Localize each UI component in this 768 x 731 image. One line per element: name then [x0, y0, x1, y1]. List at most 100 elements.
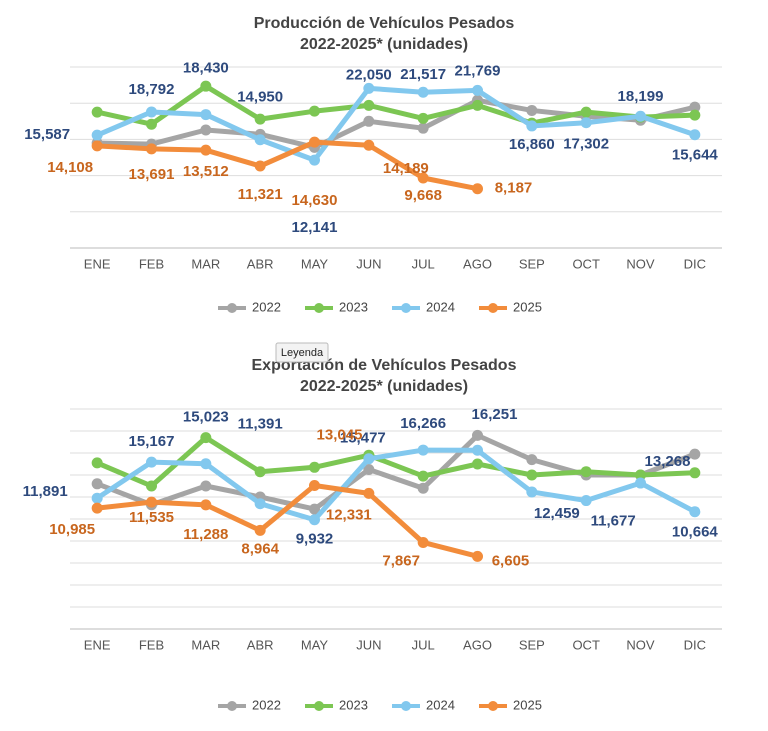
tooltip-box [275, 342, 329, 363]
data-label: 9,668 [404, 187, 442, 204]
legend-label: 2025 [513, 299, 542, 314]
x-tick-label: FEB [139, 637, 164, 652]
x-tick-label: DIC [684, 637, 706, 652]
point [472, 429, 483, 441]
data-label: 16,251 [472, 406, 518, 423]
point [200, 124, 212, 136]
point [309, 461, 320, 473]
legend-label: 2022 [252, 697, 281, 712]
data-label: 12,331 [326, 506, 372, 523]
data-label: 10,985 [49, 521, 95, 538]
data-label: 8,964 [241, 540, 279, 557]
data-label: 13,045 [317, 426, 363, 443]
point [580, 106, 592, 118]
point [689, 467, 701, 479]
point [363, 487, 375, 499]
series-line [94, 447, 698, 523]
point [635, 469, 646, 481]
x-tick-label: SEP [519, 256, 545, 271]
point [417, 470, 429, 482]
point [689, 448, 701, 460]
point [472, 444, 483, 456]
data-label: 11,891 [23, 483, 68, 500]
data-label: 17,302 [563, 136, 609, 153]
point [200, 109, 212, 121]
point [689, 101, 701, 113]
point [146, 496, 157, 508]
x-tick-label: SEP [519, 637, 545, 652]
point [200, 432, 212, 444]
point [580, 495, 592, 507]
data-label: 21,769 [455, 62, 501, 79]
data-label: 21,517 [400, 66, 446, 83]
legend-marker [227, 303, 237, 313]
series-line [94, 85, 698, 163]
point [254, 113, 266, 125]
point [146, 118, 157, 130]
point [363, 99, 375, 111]
data-label: 12,459 [534, 505, 580, 522]
data-label: 15,477 [340, 430, 386, 447]
legend-marker [314, 701, 324, 711]
point [417, 112, 429, 124]
point [526, 486, 538, 498]
point [254, 524, 266, 536]
data-label: 12,141 [292, 219, 338, 236]
data-label: 15,587 [24, 126, 70, 143]
data-label: 9,932 [296, 531, 334, 548]
point [417, 86, 429, 98]
point [91, 106, 103, 118]
x-tick-label: JUL [412, 637, 435, 652]
x-tick-label: MAY [301, 637, 329, 652]
data-label: 15,167 [129, 433, 175, 450]
data-label: 8,187 [495, 180, 533, 197]
point [91, 457, 103, 469]
legend-marker [227, 701, 237, 711]
data-label: 10,664 [672, 524, 719, 541]
data-label: 11,535 [129, 509, 174, 526]
data-label: 16,266 [400, 415, 446, 432]
data-label: 18,430 [183, 60, 229, 77]
point [635, 110, 646, 122]
x-tick-label: MAR [191, 256, 220, 271]
point [200, 499, 212, 511]
point [200, 458, 212, 470]
x-tick-label: AGO [463, 256, 492, 271]
point [309, 105, 320, 117]
legend-label: 2024 [426, 697, 455, 712]
point [635, 477, 646, 489]
point [472, 84, 483, 96]
point [146, 106, 157, 118]
point [254, 160, 266, 172]
x-tick-label: MAR [191, 637, 220, 652]
point [363, 115, 375, 127]
point [91, 140, 103, 152]
data-label: 22,050 [346, 66, 392, 83]
data-label: 14,108 [47, 159, 93, 176]
x-tick-label: JUN [356, 637, 381, 652]
x-tick-label: NOV [626, 256, 655, 271]
point [91, 502, 103, 514]
point [580, 466, 592, 478]
point [91, 478, 103, 490]
point [146, 480, 157, 492]
data-label: 13,268 [645, 453, 691, 470]
chart-title: Producción de Vehículos Pesados [254, 15, 515, 32]
point [363, 139, 375, 151]
series-line [94, 432, 698, 512]
point [417, 122, 429, 134]
point [146, 143, 157, 155]
point [417, 482, 429, 494]
x-tick-label: OCT [572, 256, 600, 271]
point [200, 480, 212, 492]
series-line [94, 139, 480, 192]
point [254, 466, 266, 478]
point [309, 154, 320, 166]
data-label: 14,950 [237, 89, 283, 106]
data-label: 18,199 [618, 88, 664, 105]
data-label: 11,677 [591, 513, 636, 530]
x-tick-label: OCT [572, 637, 600, 652]
legend-label: 2025 [513, 697, 542, 712]
data-label: 13,512 [183, 163, 229, 180]
data-label: 16,860 [509, 136, 555, 153]
